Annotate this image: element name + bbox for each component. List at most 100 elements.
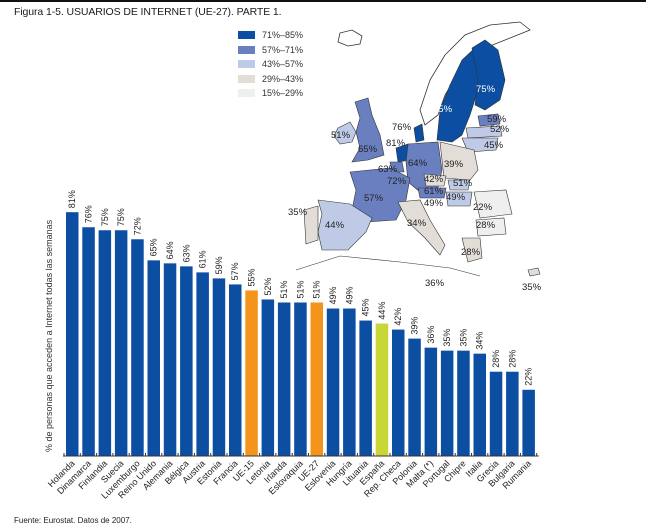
bar-bulgaria	[506, 371, 519, 456]
value-label: 34%	[475, 332, 485, 350]
bars	[66, 212, 535, 456]
map-region-czech	[423, 173, 447, 187]
legend-label: 57%–71%	[262, 44, 304, 55]
map-label: 42%	[424, 174, 444, 185]
map-region-cyprus	[527, 267, 541, 277]
value-label: 51%	[295, 280, 305, 298]
value-label: 55%	[247, 268, 257, 286]
legend-swatch	[238, 74, 255, 83]
map-region-austria	[417, 187, 447, 199]
bar-hungría	[343, 308, 356, 456]
legend-item: 15%–29%	[238, 86, 303, 101]
value-label: 39%	[410, 317, 420, 335]
map-region-north-africa	[295, 255, 481, 277]
map-region-lithuania	[461, 137, 499, 153]
value-label: 42%	[393, 308, 403, 326]
legend-swatch	[238, 45, 255, 54]
map-label: 65%	[358, 144, 378, 155]
value-label: 28%	[491, 350, 501, 368]
legend-label: 29%–43%	[262, 73, 304, 84]
map-label: 28%	[461, 247, 481, 258]
bar-dinamarca	[82, 227, 95, 456]
map-region-denmark	[413, 123, 425, 143]
top-rule	[0, 0, 646, 2]
map-label: 81%	[386, 138, 406, 149]
map-region-portugal	[303, 205, 319, 245]
map-region-hungary	[445, 191, 473, 207]
bar-eslovenia	[326, 308, 340, 456]
bar-ue-15	[245, 290, 258, 456]
value-label: 51%	[279, 280, 289, 298]
map-label: 76%	[392, 122, 412, 133]
map-label: 22%	[473, 202, 493, 213]
map-label: 75%	[433, 104, 453, 115]
map-region-finland	[471, 39, 506, 111]
bar-suecia	[114, 230, 128, 456]
bar-bélgica	[180, 266, 193, 456]
legend-item: 57%–71%	[238, 43, 303, 58]
legend-label: 43%–57%	[262, 59, 304, 70]
value-label: 61%	[198, 250, 208, 268]
bar-malta-	[424, 347, 438, 456]
map-label: 35%	[522, 282, 542, 293]
map-label: 52%	[490, 124, 510, 135]
legend-swatch	[238, 60, 255, 69]
value-label: 35%	[458, 329, 468, 347]
value-labels: 81% 76% 75% 75% 72% 65% 64% 63% 61% 59% 57% 55% 52% 5…	[67, 190, 533, 386]
bar-francia	[229, 284, 242, 456]
bar-polonia	[408, 338, 421, 456]
value-label: 28%	[507, 350, 517, 368]
value-label: 57%	[230, 262, 240, 280]
value-label: 51%	[312, 280, 322, 298]
bar-lituania	[359, 320, 372, 456]
legend: 71%–85% 57%–71% 43%–57% 29%–43% 15%–29%	[238, 28, 303, 101]
map-label: 39%	[444, 159, 464, 170]
bar-estonia	[212, 278, 226, 456]
figure-title: Figura 1-5. USUARIOS DE INTERNET (UE-27)…	[14, 6, 282, 18]
map-label: 49%	[424, 198, 444, 209]
map-region-greece	[461, 237, 483, 263]
value-label: 81%	[67, 190, 77, 208]
value-label: 64%	[165, 241, 175, 259]
map-region-estonia	[477, 113, 501, 127]
europe-map	[295, 21, 541, 277]
map-label: 72%	[387, 176, 407, 187]
bar-españa	[375, 323, 389, 456]
map-region-bulgaria	[475, 217, 507, 237]
map-labels: 75% 75% 59%52% 45% 76% 81% 51% 65% 64% 39% 63%72% 4…	[288, 84, 542, 293]
map-label: 28%	[476, 220, 496, 231]
map-region-poland	[439, 141, 479, 181]
bar-italia	[473, 353, 486, 456]
map-region-uk	[351, 97, 385, 163]
map-label: 51%	[453, 178, 473, 189]
map-label: 51%	[331, 130, 351, 141]
bar-holanda	[66, 212, 79, 456]
value-label: 76%	[84, 205, 94, 223]
legend-item: 71%–85%	[238, 28, 303, 43]
map-region-latvia	[465, 125, 503, 139]
value-label: 45%	[361, 299, 371, 317]
value-label: 72%	[132, 217, 142, 235]
map-label: 45%	[484, 140, 504, 151]
value-label: 75%	[116, 208, 126, 226]
value-label: 52%	[263, 277, 273, 295]
map-label: 64%	[408, 158, 428, 169]
map-label: 49%	[446, 192, 466, 203]
map-label: 36%	[425, 278, 445, 289]
bar-letonia	[261, 299, 275, 456]
bar-irlanda	[277, 302, 291, 456]
value-label: 49%	[344, 286, 354, 304]
bar-luxemburgo	[131, 239, 144, 456]
map-label: 44%	[325, 220, 345, 231]
value-label: 22%	[524, 368, 534, 386]
value-label: 75%	[100, 208, 110, 226]
map-region-spain	[317, 199, 373, 251]
bar-reino-unido	[147, 260, 160, 456]
map-region-ireland	[333, 121, 357, 145]
legend-swatch	[238, 31, 255, 40]
bar-rumania	[522, 389, 535, 456]
value-label: 36%	[426, 326, 436, 344]
value-label: 35%	[442, 329, 452, 347]
category-labels: HolandaDinamarcaFinlandiaSueciaLuxemburg…	[46, 458, 533, 500]
